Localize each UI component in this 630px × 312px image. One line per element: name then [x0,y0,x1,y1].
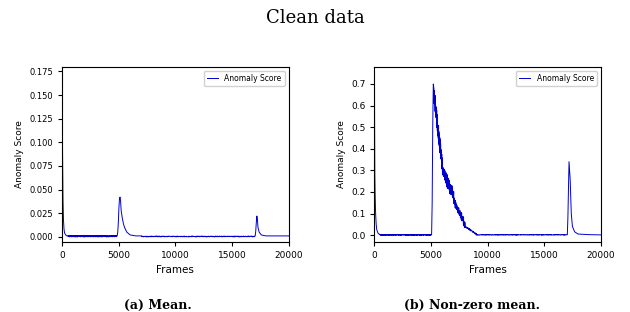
Anomaly Score [59,234,66,238]
Text: (a) Mean.: (a) Mean. [123,299,192,312]
Y-axis label: Anomaly Score: Anomaly Score [15,120,24,188]
X-axis label: Frames: Frames [156,265,195,275]
Text: Clean data: Clean data [266,9,364,27]
Anomaly Score [100,235,108,238]
Anomaly Score [110,235,117,238]
X-axis label: Frames: Frames [469,265,507,275]
Legend: Anomaly Score: Anomaly Score [203,71,285,86]
Anomaly Score [101,234,108,238]
Anomaly Score [586,233,593,236]
Anomaly Score [436,135,444,139]
Anomaly Score [370,71,378,75]
Anomaly Score [564,216,571,220]
Anomaly Score [210,235,218,239]
Anomaly Score [377,233,384,237]
Line: Anomaly Score: Anomaly Score [62,71,289,237]
Anomaly Score [59,70,66,73]
Anomaly Score [509,233,517,237]
Anomaly Score [74,235,82,238]
Anomaly Score [396,233,404,236]
Anomaly Score [206,235,214,239]
Text: (b) Non-zero mean.: (b) Non-zero mean. [404,299,541,312]
Anomaly Score [285,234,292,238]
Y-axis label: Anomaly Score: Anomaly Score [336,120,345,188]
Anomaly Score [83,235,91,238]
Legend: Anomaly Score: Anomaly Score [516,71,597,86]
Anomaly Score [597,233,604,237]
Anomaly Score [370,233,378,236]
Anomaly Score [454,207,461,211]
Line: Anomaly Score: Anomaly Score [374,73,600,235]
